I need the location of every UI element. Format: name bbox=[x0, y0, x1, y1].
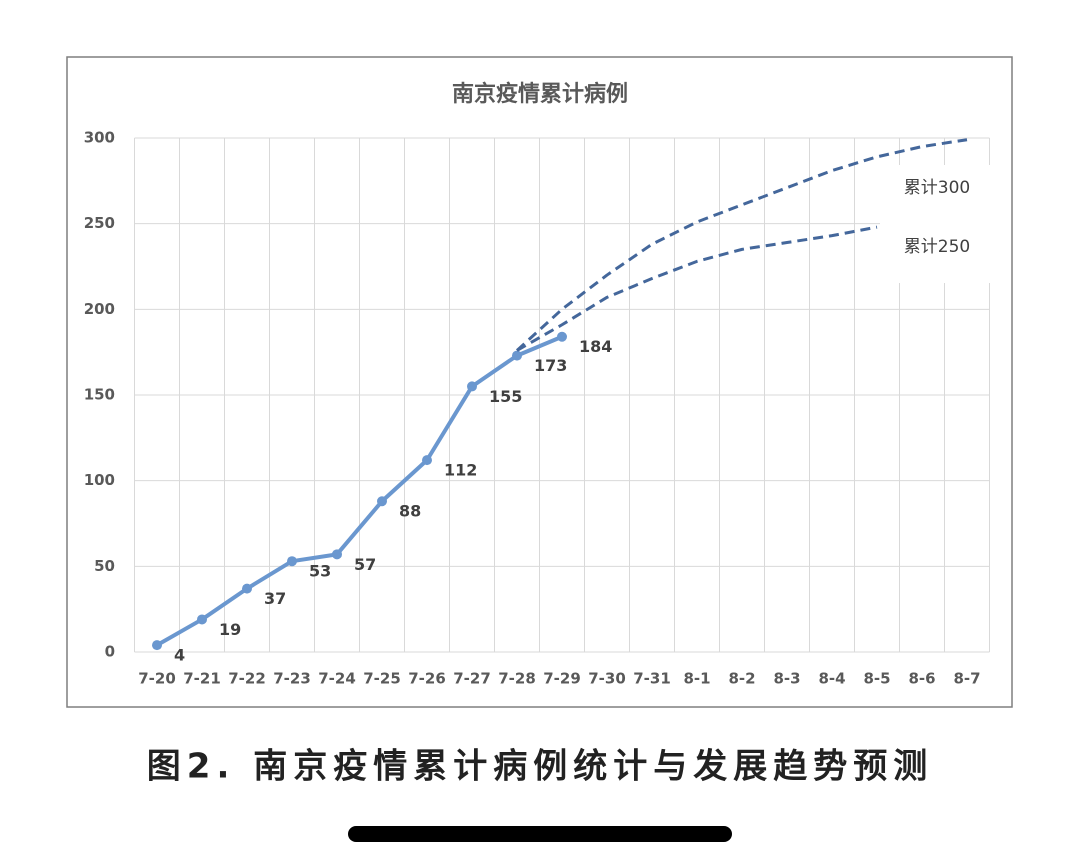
data-label: 4 bbox=[174, 646, 185, 665]
point bbox=[467, 381, 477, 392]
x-tick-label: 7-27 bbox=[453, 670, 491, 688]
series-line bbox=[156, 334, 563, 647]
data-label: 57 bbox=[354, 555, 376, 574]
data-label: 37 bbox=[264, 589, 286, 608]
y-tick-label: 250 bbox=[84, 214, 115, 232]
data-label: 53 bbox=[309, 562, 331, 581]
y-tick-label: 200 bbox=[84, 300, 115, 318]
x-tick-label: 7-24 bbox=[318, 670, 356, 688]
plot bbox=[152, 138, 968, 651]
series-line bbox=[516, 225, 878, 352]
caption: 图2. 南京疫情累计病例统计与发展趋势预测 bbox=[147, 747, 933, 787]
y-tick-label: 0 bbox=[105, 643, 115, 661]
x-tick-label: 7-21 bbox=[183, 670, 221, 688]
x-tick-label: 8-4 bbox=[818, 670, 845, 688]
point bbox=[422, 455, 432, 466]
point bbox=[287, 556, 297, 567]
x-tick-label: 8-1 bbox=[683, 670, 710, 688]
x-tick-label: 8-5 bbox=[863, 670, 890, 688]
point bbox=[557, 331, 567, 342]
y-tick-label: 150 bbox=[84, 386, 115, 404]
data-label: 88 bbox=[399, 502, 421, 521]
grid bbox=[134, 137, 990, 653]
series-label: 累计250 bbox=[904, 237, 970, 257]
x-tick-label: 8-6 bbox=[908, 670, 935, 688]
y-tick-label: 300 bbox=[84, 129, 115, 147]
x-tick-label: 7-22 bbox=[228, 670, 266, 688]
x-tick-label: 7-31 bbox=[633, 670, 671, 688]
data-label: 173 bbox=[534, 356, 567, 375]
y-tick-label: 100 bbox=[84, 471, 115, 489]
data-label: 184 bbox=[579, 337, 612, 356]
annotation-backdrop bbox=[880, 165, 990, 283]
data-label: 155 bbox=[489, 387, 522, 406]
x-tick-label: 7-30 bbox=[588, 670, 626, 688]
x-tick-label: 8-7 bbox=[953, 670, 980, 688]
x-tick-label: 7-29 bbox=[543, 670, 581, 688]
x-tick-label: 7-25 bbox=[363, 670, 401, 688]
point bbox=[242, 583, 252, 594]
point bbox=[332, 549, 342, 560]
chart-title: 南京疫情累计病例 bbox=[452, 81, 628, 107]
x-tick-label: 8-2 bbox=[728, 670, 755, 688]
x-tick-label: 8-3 bbox=[773, 670, 800, 688]
y-tick-label: 50 bbox=[94, 557, 115, 575]
point bbox=[512, 350, 522, 361]
series-line bbox=[515, 138, 968, 352]
x-tick-label: 7-26 bbox=[408, 670, 446, 688]
data-label: 19 bbox=[219, 620, 241, 639]
series-label: 累计300 bbox=[904, 178, 970, 198]
point bbox=[377, 496, 387, 507]
x-tick-label: 7-20 bbox=[138, 670, 176, 688]
home-indicator bbox=[348, 826, 732, 842]
point bbox=[152, 640, 162, 651]
x-tick-label: 7-23 bbox=[273, 670, 311, 688]
data-label: 112 bbox=[444, 461, 477, 480]
x-tick-label: 7-28 bbox=[498, 670, 536, 688]
point bbox=[197, 614, 207, 625]
